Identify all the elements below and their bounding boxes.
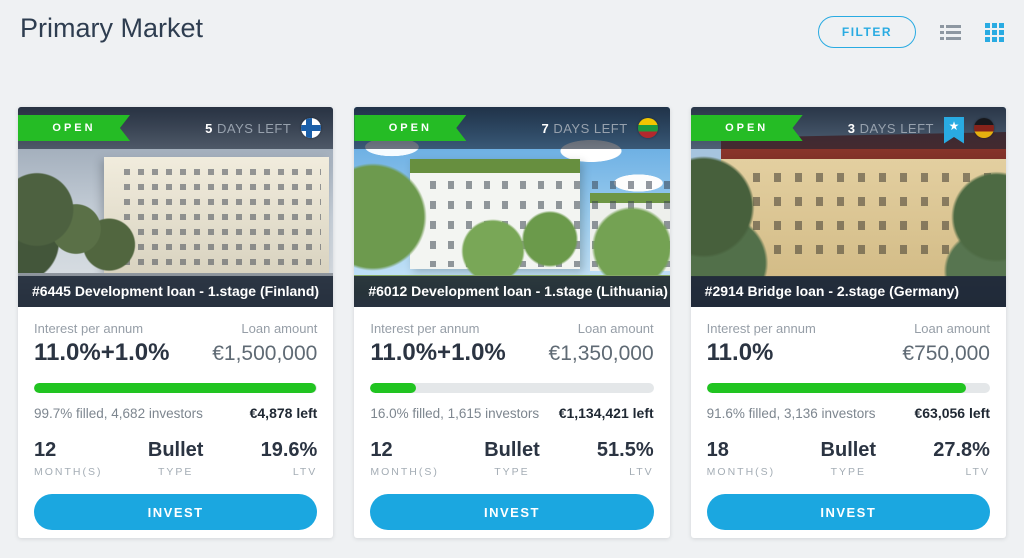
finland-flag-icon	[301, 118, 322, 138]
card-body: Interest per annum Loan amount 11.0%+1.0…	[18, 307, 333, 538]
funding-progress-bar	[706, 383, 990, 393]
status-label: OPEN	[52, 122, 96, 134]
card-body: Interest per annum Loan amount 11.0%+1.0…	[354, 307, 669, 538]
loan-card: OPEN 3 DAYS LEFT ★ #2914 Bridge loan - 2…	[690, 107, 1006, 538]
property-photo: OPEN 7 DAYS LEFT #6012 Development loan …	[354, 107, 670, 307]
type-stat: Bullet TYPE	[484, 439, 540, 478]
invest-button[interactable]: INVEST	[34, 494, 318, 530]
filled-investors-text: 91.6% filled, 3,136 investors	[706, 406, 876, 421]
card-topbar: OPEN 3 DAYS LEFT ★	[690, 107, 1006, 149]
term-stat: 12 MONTH(S)	[370, 439, 439, 478]
interest-label: Interest per annum	[34, 321, 144, 336]
funding-progress-bar	[34, 383, 318, 393]
loan-amount-label: Loan amount	[914, 321, 990, 336]
germany-flag-icon	[973, 118, 994, 138]
invest-button[interactable]: INVEST	[706, 494, 990, 530]
loan-amount-value: €750,000	[902, 342, 990, 365]
ltv-stat: 51.5% LTV	[596, 439, 654, 478]
amount-left-text: €1,134,421 left	[558, 405, 654, 421]
term-stat: 18 MONTH(S)	[706, 439, 776, 478]
funding-progress-fill	[370, 383, 416, 393]
loan-title: #6012 Development loan - 1.stage (Lithua…	[354, 276, 670, 307]
card-topbar: OPEN 7 DAYS LEFT	[354, 107, 670, 149]
type-stat: Bullet TYPE	[820, 439, 877, 478]
interest-label: Interest per annum	[370, 321, 480, 336]
lithuania-flag-icon	[637, 118, 658, 138]
filled-investors-text: 99.7% filled, 4,682 investors	[34, 406, 203, 421]
list-view-icon[interactable]	[940, 24, 961, 41]
status-label: OPEN	[725, 122, 769, 134]
status-ribbon: OPEN	[354, 115, 467, 141]
page-header: Primary Market FILTER	[0, 0, 1024, 62]
amount-left-text: €4,878 left	[249, 405, 318, 421]
header-controls: FILTER	[817, 16, 1004, 48]
filled-investors-text: 16.0% filled, 1,615 investors	[370, 406, 540, 421]
loan-card-grid: OPEN 5 DAYS LEFT #6445 Development loan …	[18, 107, 1006, 538]
loan-stats: 18 MONTH(S) Bullet TYPE 27.8% LTV	[707, 439, 990, 478]
status-ribbon: OPEN	[18, 115, 130, 141]
term-stat: 12 MONTH(S)	[34, 439, 103, 478]
amount-left-text: €63,056 left	[914, 405, 990, 421]
days-left: 3 DAYS LEFT	[847, 120, 934, 136]
bookmark-star-icon[interactable]: ★	[943, 116, 964, 144]
ltv-stat: 19.6% LTV	[260, 439, 318, 478]
loan-card: OPEN 7 DAYS LEFT #6012 Development loan …	[354, 107, 670, 538]
loan-title: #2914 Bridge loan - 2.stage (Germany)	[690, 276, 1006, 307]
interest-value: 11.0%+1.0%	[34, 339, 170, 366]
loan-card: OPEN 5 DAYS LEFT #6445 Development loan …	[18, 107, 334, 538]
loan-stats: 12 MONTH(S) Bullet TYPE 19.6% LTV	[34, 439, 317, 478]
invest-button[interactable]: INVEST	[370, 494, 654, 530]
interest-value: 11.0%+1.0%	[370, 339, 506, 366]
funding-progress-fill	[34, 383, 317, 393]
interest-label: Interest per annum	[706, 321, 816, 336]
interest-value: 11.0%	[706, 339, 774, 366]
loan-stats: 12 MONTH(S) Bullet TYPE 51.5% LTV	[370, 439, 653, 478]
grid-view-icon[interactable]	[985, 22, 1004, 42]
filter-button[interactable]: FILTER	[817, 16, 916, 48]
days-left: 7 DAYS LEFT	[541, 120, 628, 136]
page-title: Primary Market	[20, 13, 204, 43]
loan-amount-label: Loan amount	[241, 321, 318, 336]
loan-amount-value: €1,500,000	[212, 342, 318, 365]
card-topbar: OPEN 5 DAYS LEFT	[18, 107, 334, 149]
funding-progress-bar	[370, 383, 654, 393]
loan-title: #6445 Development loan - 1.stage (Finlan…	[18, 276, 334, 307]
property-photo: OPEN 3 DAYS LEFT ★ #2914 Bridge loan - 2…	[690, 107, 1006, 307]
status-label: OPEN	[388, 122, 432, 134]
days-left: 5 DAYS LEFT	[205, 120, 292, 136]
type-stat: Bullet TYPE	[147, 439, 204, 478]
loan-amount-label: Loan amount	[577, 321, 654, 336]
ltv-stat: 27.8% LTV	[933, 439, 990, 478]
card-body: Interest per annum Loan amount 11.0% €75…	[691, 307, 1006, 538]
funding-progress-fill	[706, 383, 967, 393]
loan-amount-value: €1,350,000	[548, 342, 654, 365]
status-ribbon: OPEN	[690, 115, 803, 141]
property-photo: OPEN 5 DAYS LEFT #6445 Development loan …	[18, 107, 334, 307]
